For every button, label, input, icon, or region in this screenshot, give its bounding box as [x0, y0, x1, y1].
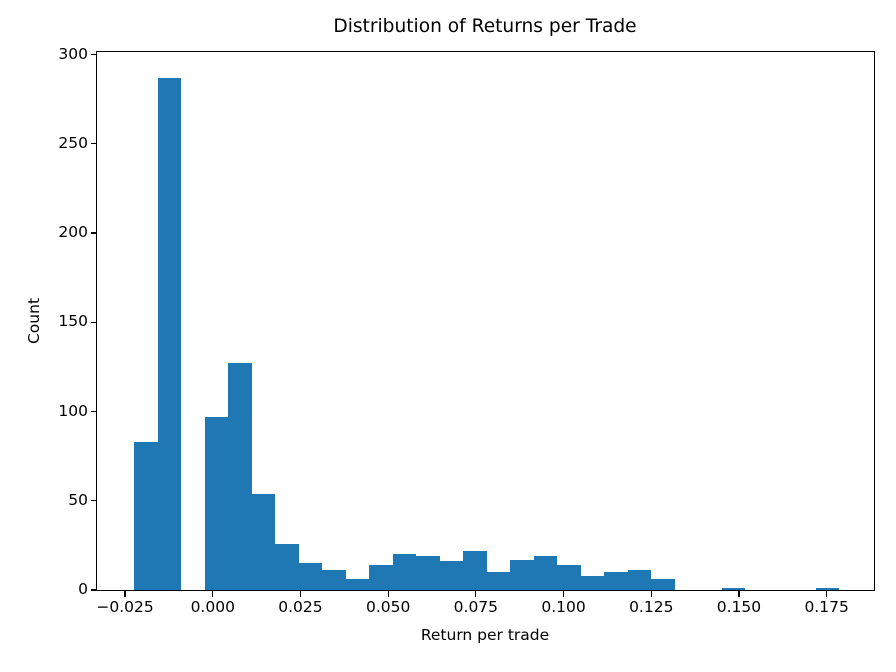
x-tick-label: 0.025 [278, 598, 323, 616]
histogram-bar [580, 575, 605, 590]
chart-title: Distribution of Returns per Trade [333, 16, 637, 37]
histogram-bar [627, 570, 652, 590]
x-tick-mark [212, 591, 214, 597]
y-tick-mark [90, 53, 96, 56]
y-tick-label: 50 [68, 490, 88, 509]
histogram-bar [604, 572, 628, 590]
histogram-bar [651, 579, 675, 590]
x-tick-label: 0.050 [365, 598, 411, 616]
y-tick-label: 300 [58, 44, 88, 63]
histogram-bar [251, 493, 276, 590]
histogram-bar [439, 561, 464, 590]
y-tick-label: 0 [78, 580, 88, 598]
x-tick-label: 0.075 [453, 598, 499, 616]
x-tick-label: 0.125 [629, 598, 674, 616]
x-tick-label: 0.150 [716, 598, 762, 616]
histogram-bar [557, 565, 581, 590]
x-tick-mark [738, 591, 740, 597]
plot-area [96, 51, 875, 591]
histogram-bar [721, 588, 746, 590]
histogram-bar [815, 588, 840, 590]
histogram-bar [510, 559, 534, 590]
y-tick-label: 150 [58, 312, 88, 331]
y-tick-mark [90, 589, 96, 591]
y-tick-label: 200 [58, 223, 88, 241]
histogram-bar [204, 416, 229, 590]
x-tick-label: 0.100 [541, 598, 586, 616]
histogram-bar [134, 441, 158, 590]
histogram-bar [369, 565, 393, 590]
histogram-bar [486, 572, 511, 590]
histogram-bar [533, 556, 558, 590]
y-tick-mark [90, 410, 96, 413]
y-tick-mark [90, 232, 96, 234]
x-tick-label: 0.175 [804, 598, 849, 616]
histogram-bar [416, 556, 440, 590]
x-tick-mark [124, 591, 126, 597]
y-tick-mark [90, 143, 96, 145]
histogram-bar [157, 77, 182, 590]
x-tick-label: 0.000 [190, 598, 235, 616]
histogram-bar [228, 363, 252, 590]
histogram-bar [345, 579, 370, 590]
histogram-bar [392, 554, 417, 590]
x-tick-label: −0.025 [96, 598, 154, 616]
histogram-bar [322, 570, 346, 590]
y-tick-label: 100 [58, 401, 88, 420]
histogram-bar [298, 563, 323, 590]
histogram-bar [463, 550, 487, 590]
x-tick-mark [825, 591, 828, 597]
y-tick-label: 250 [58, 133, 88, 152]
x-tick-mark [387, 591, 389, 597]
histogram-bar [275, 543, 299, 590]
x-tick-mark [299, 591, 302, 597]
x-tick-mark [650, 591, 652, 597]
x-tick-mark [562, 591, 565, 597]
y-tick-mark [90, 500, 96, 502]
x-tick-mark [475, 591, 477, 597]
x-axis-label: Return per trade [420, 626, 550, 644]
y-tick-mark [90, 321, 96, 323]
